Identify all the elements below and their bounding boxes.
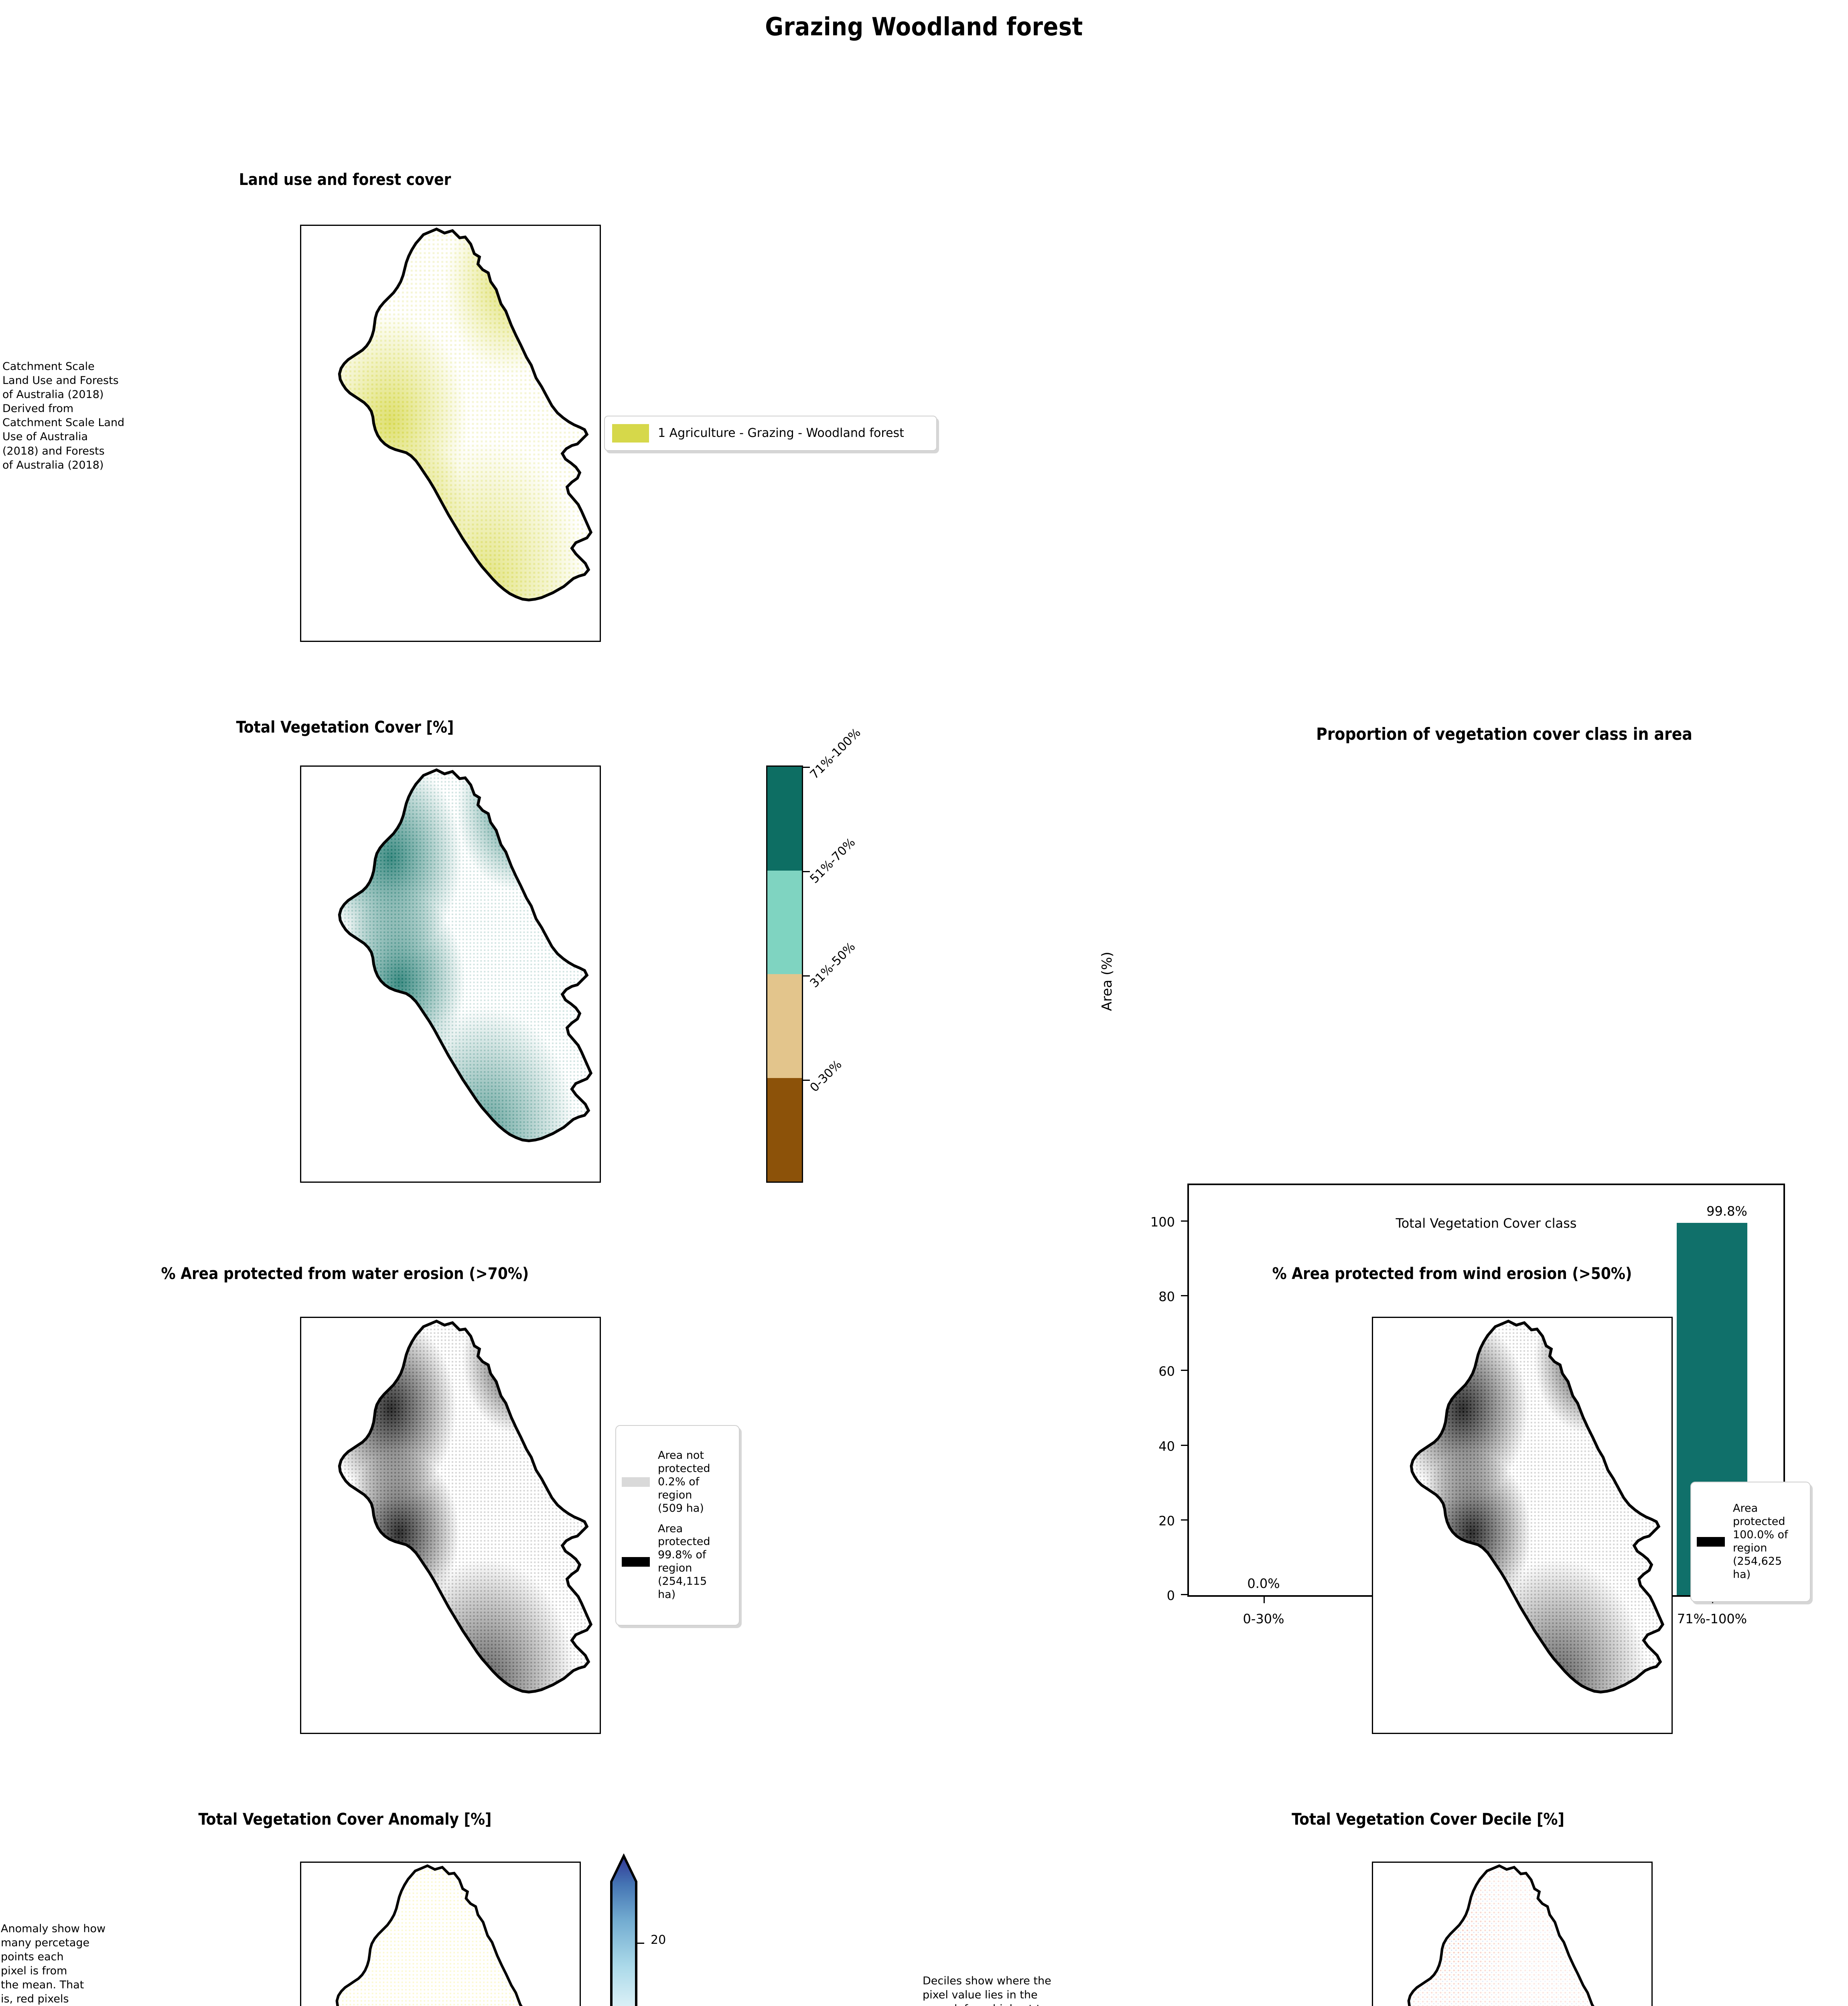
anomaly-tick-20: 20 xyxy=(651,1933,666,1947)
chart-title: Proportion of vegetation cover class in … xyxy=(1316,724,1692,744)
bar-ytick-0: 0 xyxy=(1166,1588,1175,1603)
legend-swatch-wind-protected xyxy=(1697,1537,1725,1547)
panel-title-veg-cover: Total Vegetation Cover [%] xyxy=(236,718,454,737)
bar-xtick-0-30: 0-30% xyxy=(1243,1611,1284,1626)
bar-chart-ylabel: Area (%) xyxy=(1099,952,1115,1011)
legend-label-wind-protected: Area protected 100.0% of region (254,625… xyxy=(1733,1502,1788,1581)
bar-ytick-100: 100 xyxy=(1150,1214,1175,1230)
map-wind-erosion[interactable] xyxy=(1372,1317,1673,1734)
colorbar-anomaly-svg xyxy=(610,1853,637,2006)
panel-title-wind-erosion: % Area protected from wind erosion (>50%… xyxy=(1272,1265,1632,1283)
legend-swatch-not-protected xyxy=(622,1477,650,1487)
panel-title-water-erosion: % Area protected from water erosion (>70… xyxy=(161,1265,529,1283)
wind-erosion-legend[interactable]: Area protected 100.0% of region (254,625… xyxy=(1690,1482,1811,1602)
anomaly-map-svg xyxy=(335,1864,572,2006)
landuse-legend-swatch xyxy=(612,424,649,443)
map-landuse[interactable] xyxy=(300,225,601,642)
water-erosion-legend[interactable]: Area not protected 0.2% of region (509 h… xyxy=(615,1425,740,1626)
colorbar-veg-cover: 71%-100% 51%-70% 31%-50% 0-30% xyxy=(766,726,864,1183)
cbar-label-0-30: 0-30% xyxy=(807,1057,845,1095)
landuse-legend-label: 1 Agriculture - Grazing - Woodland fores… xyxy=(658,426,904,440)
cbar-seg-71-100 xyxy=(767,767,802,871)
wind-erosion-map-svg xyxy=(1410,1320,1665,1693)
cbar-seg-51-70 xyxy=(767,870,802,974)
bar-ytick-40: 40 xyxy=(1158,1439,1175,1454)
bar-ytick-80: 80 xyxy=(1158,1289,1175,1304)
bar-ytick-60: 60 xyxy=(1158,1364,1175,1379)
panel-title-decile: Total Vegetation Cover Decile [%] xyxy=(1292,1810,1564,1829)
landuse-legend[interactable]: 1 Agriculture - Grazing - Woodland fores… xyxy=(604,416,937,451)
cbar-label-51-70: 51%-70% xyxy=(807,835,858,886)
water-erosion-legend-row-protected: Area protected 99.8% of region (254,115 … xyxy=(622,1523,733,1602)
veg-cover-map-svg xyxy=(338,768,593,1142)
legend-label-protected: Area protected 99.8% of region (254,115 … xyxy=(658,1522,710,1601)
figure-title: Grazing Woodland forest xyxy=(765,12,1083,41)
landuse-map-svg xyxy=(338,227,593,601)
cbar-seg-0-30 xyxy=(767,1078,802,1182)
bar-xtick-71-100: 71%-100% xyxy=(1677,1611,1747,1626)
water-erosion-legend-row-notprotected: Area not protected 0.2% of region (509 h… xyxy=(622,1449,733,1515)
anomaly-note: Anomaly show how many percetage points e… xyxy=(1,1923,106,2006)
landuse-source-note: Catchment Scale Land Use and Forests of … xyxy=(2,360,125,471)
panel-title-landuse: Land use and forest cover xyxy=(239,171,451,189)
bar-value-0-30: 0.0% xyxy=(1247,1576,1280,1591)
map-veg-cover[interactable] xyxy=(300,765,601,1183)
legend-label-not-protected: Area not protected 0.2% of region (509 h… xyxy=(658,1449,710,1515)
map-water-erosion[interactable] xyxy=(300,1317,601,1734)
legend-swatch-protected xyxy=(622,1557,650,1567)
decile-note: Deciles show where the pixel value lies … xyxy=(923,1975,1051,2006)
cbar-label-31-50: 31%-50% xyxy=(807,940,858,991)
bar-value-71-100: 99.8% xyxy=(1706,1204,1747,1219)
decile-map-svg xyxy=(1407,1864,1643,2006)
cbar-label-71-100: 71%-100% xyxy=(807,725,864,782)
bar-ytick-20: 20 xyxy=(1158,1513,1175,1529)
water-erosion-map-svg xyxy=(338,1320,593,1693)
cbar-seg-31-50 xyxy=(767,974,802,1078)
colorbar-anomaly: 20 10 0 −10 −20 xyxy=(610,1853,666,2006)
map-decile[interactable] xyxy=(1372,1862,1653,2006)
bar-chart-xlabel: Total Vegetation Cover class xyxy=(1396,1216,1577,1231)
panel-title-anomaly: Total Vegetation Cover Anomaly [%] xyxy=(198,1810,492,1829)
map-anomaly[interactable] xyxy=(300,1862,581,2006)
